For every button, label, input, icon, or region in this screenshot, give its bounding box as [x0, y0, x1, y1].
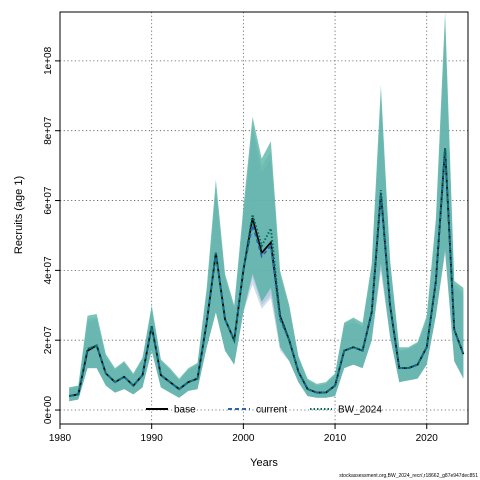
y-axis-title: Recruits (age 1)	[13, 176, 25, 254]
x-tick-label-1: 1990	[141, 433, 164, 444]
line-BW_2024	[68, 148, 465, 398]
x-tick-label-0: 1980	[49, 433, 72, 444]
legend-label-BW_2024: BW_2024	[338, 405, 382, 416]
y-tick-label-2: 4e+07	[43, 256, 54, 285]
y-tick-label-1: 2e+07	[43, 326, 54, 355]
legend-item-base: base	[146, 405, 196, 416]
legend-label-current: current	[256, 405, 287, 416]
x-tick-label-4: 2020	[416, 433, 439, 444]
y-tick-label-3: 6e+07	[43, 186, 54, 215]
plot-frame	[59, 11, 469, 425]
y-tick-label-4: 8e+07	[43, 116, 54, 145]
x-tick-label-3: 2010	[324, 433, 347, 444]
x-axis: 1980 1990 2000 2010 2020	[49, 424, 438, 444]
band-BW_2024	[69, 12, 464, 402]
y-axis: 0e+00 2e+07 4e+07 6e+07 8e+07 1e+08	[43, 46, 60, 424]
confidence-bands	[69, 12, 464, 402]
x-axis-title: Years	[250, 457, 278, 469]
legend-item-current: current	[228, 405, 287, 416]
x-tick-label-2: 2000	[232, 433, 255, 444]
series-lines	[68, 148, 465, 398]
source-caption: stockassessment.org,BW_2024_recr/,r18662…	[339, 473, 478, 479]
legend-item-BW_2024: BW_2024	[310, 405, 382, 416]
legend-label-base: base	[174, 405, 196, 416]
y-tick-label-0: 0e+00	[43, 396, 54, 425]
legend: base current BW_2024	[146, 405, 382, 416]
y-tick-label-5: 1e+08	[43, 46, 54, 75]
